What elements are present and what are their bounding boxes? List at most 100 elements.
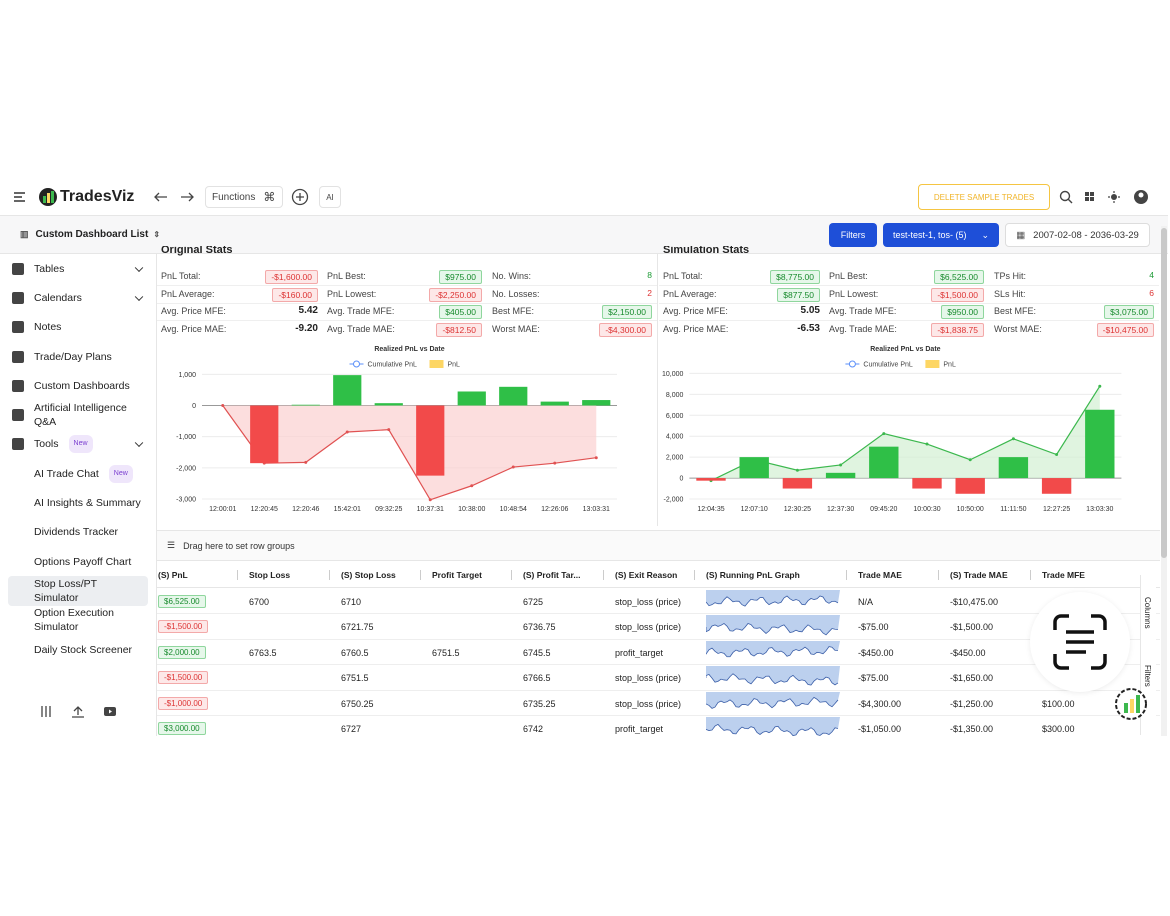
column-separator [1030, 570, 1031, 580]
sparkline [706, 691, 840, 709]
cell: profit_target [615, 724, 664, 734]
cell: 6760.5 [341, 647, 369, 658]
y-tick-label: 10,000 [662, 371, 684, 378]
filters-tab[interactable]: Filters [1143, 665, 1152, 687]
cell: 6763.5 [249, 647, 277, 658]
sparkline [706, 590, 840, 607]
table-row: -$1,500.00 6721.75 6736.75 stop_loss (price… [157, 614, 1160, 640]
point [925, 442, 929, 446]
menu-item[interactable]: Trade/Day Plans [0, 342, 156, 371]
stat-value: -$812.50 [436, 323, 482, 337]
cell: stop_loss (price) [615, 597, 682, 607]
dashboard-list[interactable]: ▥ Custom Dashboard List ⇕ [20, 229, 160, 240]
divider [657, 254, 658, 526]
sparkline [706, 615, 840, 636]
stat-value: $405.00 [439, 305, 482, 319]
badge: New [108, 464, 133, 483]
chart: Realized PnL vs Date Cumulative PnL PnL 1,0… [176, 346, 617, 513]
legend-marker [848, 360, 856, 368]
x-tick-label: 12:20:45 [251, 506, 278, 513]
point [345, 430, 349, 434]
stat-label: Best MFE: [492, 306, 535, 316]
menu-item[interactable]: Custom Dashboards [0, 371, 156, 400]
functions-button[interactable]: Functions ⌘ [205, 186, 283, 208]
menu-item[interactable]: Calendars [0, 283, 156, 312]
legend-label: Cumulative PnL [863, 362, 913, 369]
functions-label: Functions [212, 191, 256, 203]
stat-label: Best MFE: [994, 306, 1037, 316]
column-separator [420, 570, 421, 580]
bar [457, 391, 486, 406]
stat-value: $877.50 [777, 288, 820, 302]
bar [1041, 478, 1072, 494]
column-header: (S) Stop Loss [341, 570, 396, 580]
cell: 6751.5 [432, 647, 460, 658]
sidebar-footer-icons[interactable] [40, 705, 120, 719]
stat-label: PnL Average: [161, 289, 215, 299]
stat-label: PnL Average: [663, 289, 717, 299]
delete-sample-button[interactable]: DELETE SAMPLE TRADES [918, 184, 1050, 210]
menu-item[interactable]: Stop Loss/PT Simulator [8, 576, 148, 606]
sidebar: Tables Calendars Notes Trade/Day Plans Custo… [0, 254, 156, 691]
ai-icon[interactable]: AI [319, 186, 341, 208]
add-icon[interactable] [291, 188, 309, 206]
column-header: (S) PnL [158, 570, 188, 580]
scroll-thumb[interactable] [1161, 228, 1167, 558]
menu-icon[interactable] [14, 192, 26, 202]
bar [782, 478, 813, 489]
menu-label: Daily Stock Screener [34, 643, 133, 656]
column-header: Profit Target [432, 570, 482, 580]
cell: 6742 [523, 724, 544, 734]
stat-label: No. Losses: [492, 289, 540, 299]
y-tick-label: 6,000 [666, 413, 684, 420]
menu-item[interactable]: Tools New [0, 430, 156, 459]
menu-item[interactable]: Notes [0, 313, 156, 342]
legend-label: Cumulative PnL [368, 362, 418, 369]
bar [250, 405, 279, 464]
filters-button[interactable]: Filters [829, 223, 877, 247]
chevron [134, 263, 144, 272]
y-tick-label: 8,000 [666, 392, 684, 399]
menu-item[interactable]: AI Trade Chat New [0, 459, 156, 488]
line [710, 385, 1101, 482]
column-header: Stop Loss [249, 570, 291, 580]
legend-label: PnL [448, 362, 461, 369]
pnl-badge: -$1,500.00 [158, 620, 209, 634]
column-header: Trade MAE [858, 570, 902, 580]
scan-button[interactable] [1030, 592, 1130, 692]
x-tick-label: 12:30:25 [784, 506, 811, 513]
menu-item[interactable]: Daily Stock Screener [0, 635, 156, 664]
date-range[interactable]: ▦ 2007-02-08 - 2036-03-29 [1005, 223, 1150, 247]
menu-item[interactable]: Tables [0, 254, 156, 283]
row-group-bar: ☰ Drag here to set row groups [157, 531, 1160, 561]
header: TradesViz Functions ⌘ AI DELETE SAMPLE TR… [0, 180, 1168, 216]
menu-item[interactable]: Dividends Tracker [0, 518, 156, 547]
menu-label: Artificial Intelligence Q&A [34, 402, 127, 429]
y-tick-label: 0 [679, 476, 683, 483]
bar [825, 472, 856, 479]
menu-item[interactable]: Option Execution Simulator [0, 606, 156, 635]
stat-label: Avg. Trade MAE: [829, 324, 897, 334]
app: TradesViz Functions ⌘ AI DELETE SAMPLE TR… [0, 180, 1168, 736]
brand[interactable]: TradesViz [60, 188, 135, 205]
header-icons[interactable] [1059, 190, 1155, 206]
nav-arrows[interactable] [153, 191, 195, 203]
chevron [134, 292, 144, 301]
account-select[interactable]: test-test-1, tos- (5) ⌄ [883, 223, 999, 247]
x-tick-label: 13:03:31 [583, 506, 610, 513]
column-header: (S) Trade MAE [950, 570, 1008, 580]
menu-item[interactable]: AI Insights & Summary [0, 488, 156, 517]
x-tick-label: 15:42:01 [334, 506, 361, 513]
menu-item[interactable]: Artificial Intelligence Q&A [0, 400, 156, 429]
sparkline-line [706, 623, 839, 636]
point [387, 428, 391, 432]
columns-tab[interactable]: Columns [1143, 597, 1152, 629]
menu-item[interactable]: Options Payoff Chart [0, 547, 156, 576]
sparkline-area [706, 691, 840, 708]
bar [333, 375, 362, 406]
floating-logo[interactable] [1114, 687, 1148, 721]
x-tick-label: 13:03:30 [1086, 506, 1113, 513]
stat-label: PnL Best: [829, 271, 868, 281]
stat-value: $8,775.00 [770, 270, 820, 284]
stat-label: PnL Total: [663, 271, 703, 281]
